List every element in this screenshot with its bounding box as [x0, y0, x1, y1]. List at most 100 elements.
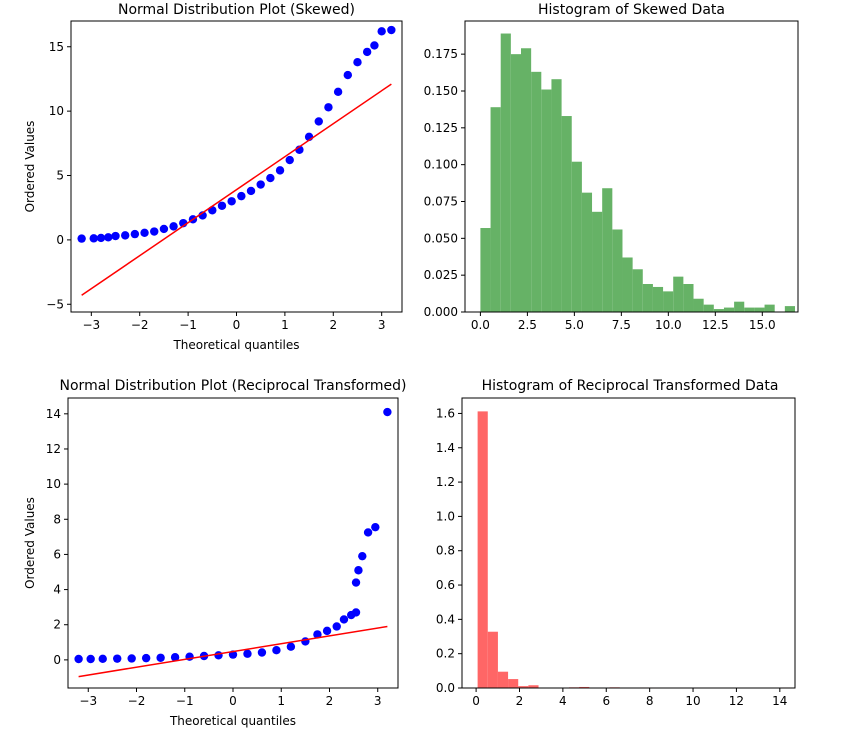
- y-axis-label: Ordered Values: [23, 497, 37, 589]
- data-point: [169, 222, 178, 231]
- x-tick-label: 0: [233, 318, 241, 332]
- histogram-bar: [518, 686, 529, 688]
- histogram-bar: [622, 257, 633, 312]
- x-tick-label: 8: [646, 694, 654, 708]
- y-tick-label: 5: [56, 169, 64, 183]
- x-tick-label: 12: [729, 694, 744, 708]
- x-tick-label: 3: [378, 318, 386, 332]
- data-point: [301, 637, 310, 646]
- y-axis-label: Ordered Values: [23, 121, 37, 213]
- data-point: [74, 654, 83, 664]
- data-point: [387, 25, 396, 35]
- histogram-bar: [642, 284, 653, 312]
- data-point: [237, 191, 246, 201]
- data-point: [141, 653, 151, 663]
- data-point: [111, 231, 120, 241]
- data-point: [246, 186, 256, 196]
- data-point: [150, 227, 159, 236]
- chart-title: Normal Distribution Plot (Reciprocal Tra…: [60, 378, 407, 394]
- tick-labels: 0 2 4 6 8 10 12 14 0.0 0.2 0.4 0.6 0.8 1.0 1.2 1.4 1.6: [436, 406, 788, 708]
- axes-frame: [70, 20, 403, 313]
- x-tick-label: −1: [179, 318, 197, 332]
- y-tick-label: 0.100: [424, 158, 458, 172]
- data-point: [159, 224, 169, 234]
- y-tick-label: 8: [53, 512, 61, 526]
- histogram-bar: [703, 304, 714, 312]
- y-tick-label: 4: [53, 583, 61, 597]
- data-point: [77, 234, 86, 243]
- plot-area: [74, 407, 392, 678]
- histogram-bar: [652, 286, 664, 312]
- histogram-bar: [561, 116, 572, 312]
- histogram-bar: [528, 685, 539, 688]
- x-tick-label: 2: [516, 694, 524, 708]
- data-point: [383, 407, 392, 417]
- histogram-reciprocal: Histogram of Reciprocal Transformed Data…: [436, 378, 796, 708]
- data-point: [272, 646, 281, 655]
- histogram-skewed: Histogram of Skewed Data 0.0 2.5 5.0 7.5 10.…: [424, 2, 799, 332]
- data-point: [257, 648, 267, 657]
- data-point: [256, 180, 265, 189]
- y-tick-label: 0.125: [424, 121, 458, 135]
- tick-labels: −3 −2 −1 0 1 2 3 −5 0 5 10 15: [46, 40, 385, 332]
- data-point: [127, 654, 136, 663]
- histogram-bar: [500, 33, 511, 312]
- data-point: [362, 47, 372, 57]
- histogram-bar: [571, 161, 582, 312]
- histogram-bar: [480, 228, 491, 312]
- y-tick-label: 0.150: [424, 84, 458, 98]
- histogram-bar: [693, 298, 704, 312]
- data-point: [96, 233, 106, 243]
- tick-labels: 0.0 2.5 5.0 7.5 10.0 12.5 15.0 0.000 0.025 0.050 0…: [424, 47, 776, 332]
- y-tick-label: 0.025: [424, 268, 458, 282]
- x-tick-label: −2: [128, 694, 146, 708]
- axes-frame: [67, 397, 399, 689]
- data-point: [130, 229, 140, 239]
- x-tick-label: 2: [326, 694, 334, 708]
- data-point: [104, 233, 113, 242]
- data-point: [324, 103, 333, 112]
- x-tick-label: −2: [131, 318, 149, 332]
- y-tick-label: 1.2: [436, 475, 455, 489]
- y-tick-label: 6: [53, 547, 61, 561]
- y-tick-label: 0.2: [436, 647, 455, 661]
- histogram-bar: [497, 671, 509, 688]
- y-tick-label: 0.050: [424, 231, 458, 245]
- histogram-bar: [510, 54, 522, 312]
- y-tick-label: 1.6: [436, 406, 455, 420]
- data-point: [266, 173, 275, 183]
- x-tick-label: 14: [772, 694, 787, 708]
- x-tick-label: 1: [277, 694, 285, 708]
- histogram-bar: [764, 304, 775, 312]
- histogram-bar: [541, 89, 552, 312]
- x-tick-label: 0: [472, 694, 480, 708]
- data-point: [371, 522, 380, 532]
- x-tick-label: −1: [176, 694, 194, 708]
- plot-area: [77, 25, 396, 296]
- data-point: [120, 231, 130, 240]
- data-point: [275, 166, 285, 175]
- data-point: [333, 87, 343, 97]
- y-tick-label: −5: [46, 297, 64, 311]
- x-tick-label: −3: [82, 318, 100, 332]
- data-point: [354, 566, 363, 575]
- histogram-bar: [490, 107, 501, 312]
- histogram-bar: [508, 679, 519, 688]
- histogram-bar: [612, 229, 623, 312]
- data-point: [363, 528, 373, 537]
- data-point: [170, 653, 180, 662]
- y-tick-label: 12: [46, 442, 61, 456]
- data-point: [86, 654, 95, 664]
- histogram-bar: [663, 291, 674, 312]
- y-tick-label: 0.6: [436, 578, 455, 592]
- data-point: [313, 630, 322, 639]
- x-tick-label: 15.0: [749, 318, 776, 332]
- y-tick-label: 0.075: [424, 194, 458, 208]
- fit-line: [78, 625, 388, 678]
- data-point: [217, 201, 227, 210]
- axes-frame: [464, 20, 799, 313]
- data-point: [285, 155, 294, 165]
- histogram-bar: [592, 211, 603, 312]
- histogram-bar: [602, 188, 613, 312]
